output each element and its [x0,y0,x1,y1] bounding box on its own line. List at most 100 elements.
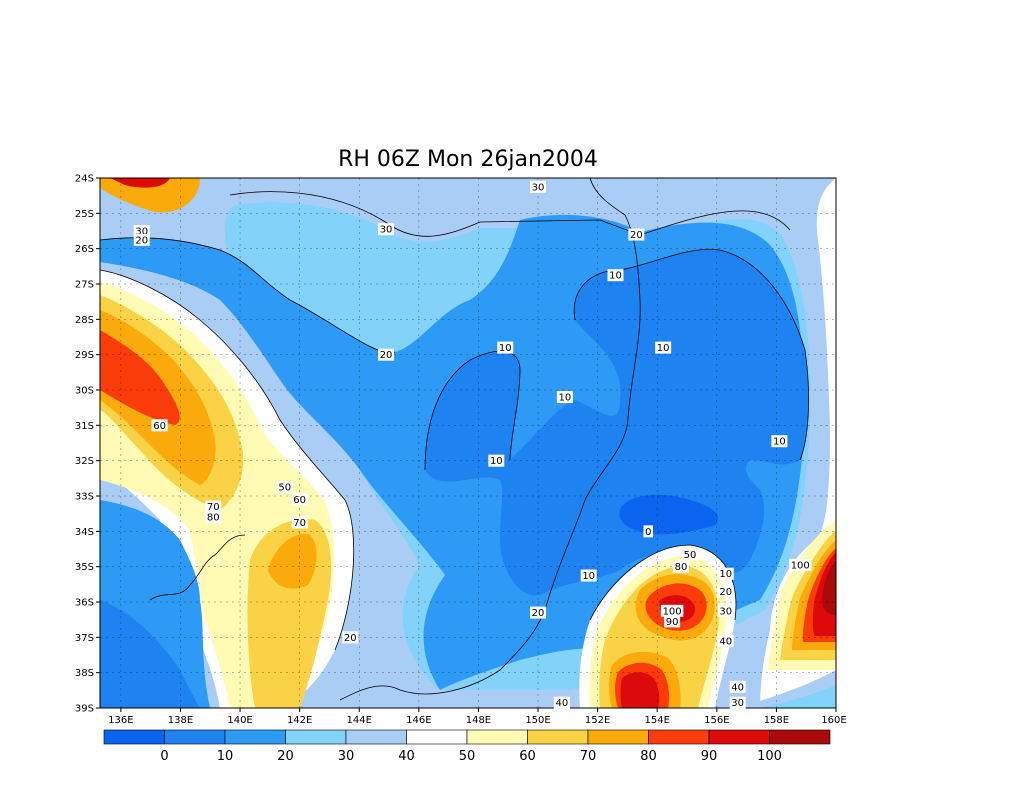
x-tick-label: 142E [287,715,312,726]
coastline-east [339,178,641,701]
y-tick-label: 25S [75,209,94,220]
contour-label-bg [291,493,308,506]
contour-label: 80 [675,562,688,573]
contour-label: 10 [657,343,670,354]
y-tick-label: 24S [75,174,94,185]
colorbar [103,729,831,745]
contour-label: 30 [731,698,744,709]
y-tick-label: 34S [75,527,94,538]
contour-label: 10 [609,271,622,282]
contour-label-bg [205,511,222,524]
plot-frame [99,177,837,709]
x-tick-label: 140E [227,715,252,726]
colorbar-label: 10 [217,749,234,764]
contour-label-bg [655,341,672,354]
y-tick-label: 30S [75,386,94,397]
field-band-10 [425,249,809,596]
contour-label-bg [553,696,570,709]
contour-label: 80 [207,513,220,524]
contour-label-bg [717,604,734,617]
x-tick-label: 152E [585,715,610,726]
contour-label-bg [556,391,573,404]
field-se-corner-strip-inner [760,685,836,708]
contour-label: 20 [380,350,393,361]
colorbar-swatch [285,729,347,745]
colorbar-swatch [769,729,831,745]
y-tick-label: 29S [75,350,94,361]
contour-label-bg [717,585,734,598]
grid-lines [100,178,836,708]
contour-label: 40 [719,636,732,647]
field-nw-corner-inner [110,178,170,188]
contour-label-bg [717,634,734,647]
y-tick-label: 36S [75,598,94,609]
contour-label: 10 [558,393,571,404]
contour-label: 0 [645,527,651,538]
colorbar-swatch [406,729,468,745]
contour-label-bg [530,606,547,619]
contour-label: 70 [293,518,306,529]
contour-20-west [100,237,396,354]
y-tick-label: 37S [75,633,94,644]
x-tick-label: 154E [645,715,670,726]
plot-area [100,178,836,708]
colorbar-label: 30 [338,749,355,764]
colorbar-swatch [345,729,407,745]
x-tick-label: 148E [466,715,491,726]
y-tick-label: 26S [75,244,94,255]
contour-label-bg [681,548,698,561]
contour-label: 50 [684,550,697,561]
colorbar-label: 100 [757,749,782,764]
contour-label: 20 [135,235,148,246]
colorbar-swatch [224,729,286,745]
x-tick-label: 156E [704,715,729,726]
y-axis-ticks: 24S 25S 26S 27S 28S 29S 30S 31S 32S 33S 34S 35S 36S 3… [75,174,100,715]
y-tick-label: 28S [75,315,94,326]
contour-label-bg [205,500,222,513]
coastline-southwest [149,534,246,601]
chart-title: RH 06Z Mon 26jan2004 [338,147,598,172]
contour-label: 20 [719,587,732,598]
x-tick-label: 138E [168,715,193,726]
humidity-fields [100,178,836,708]
contour-label: 70 [207,502,220,513]
colorbar-label: 0 [160,749,168,764]
x-axis-ticks: 136E 138E 140E 142E 144E 146E 148E 150E 152E 154E… [108,708,847,726]
contour-label: 10 [773,437,786,448]
colorbar-swatch [164,729,226,745]
colorbar-label: 70 [580,749,597,764]
contour-label: 20 [532,608,545,619]
x-tick-label: 146E [406,715,431,726]
field-nw-corner [100,178,200,213]
y-tick-label: 33S [75,492,94,503]
contour-label-bg [276,481,293,494]
field-east-core [822,560,836,615]
contour-30-north [229,191,791,237]
contour-label: 30 [532,182,545,193]
contour-label: 40 [731,682,744,693]
y-tick-label: 35S [75,562,94,573]
contour-label-bg [673,560,690,573]
colorbar-label: 60 [519,749,536,764]
colorbar-label: 80 [640,749,657,764]
colorbar-swatch [103,729,165,745]
x-tick-label: 136E [108,715,133,726]
x-tick-label: 158E [764,715,789,726]
contour-label-bg [497,341,514,354]
contour-label-bg [628,228,645,241]
contour-label: 20 [630,230,643,241]
colorbar-swatch [466,729,528,745]
y-tick-label: 32S [75,456,94,467]
x-tick-label: 160E [821,715,846,726]
contour-label: 20 [344,633,357,644]
contour-label-bg [530,180,547,193]
contour-label: 100 [663,606,682,617]
colorbar-label: 50 [459,749,476,764]
contour-label-bg [378,223,395,236]
contour-label-bg [580,569,597,582]
colorbar-swatch [527,729,589,745]
field-se-100 [620,595,696,708]
field-band-0 [619,494,719,535]
